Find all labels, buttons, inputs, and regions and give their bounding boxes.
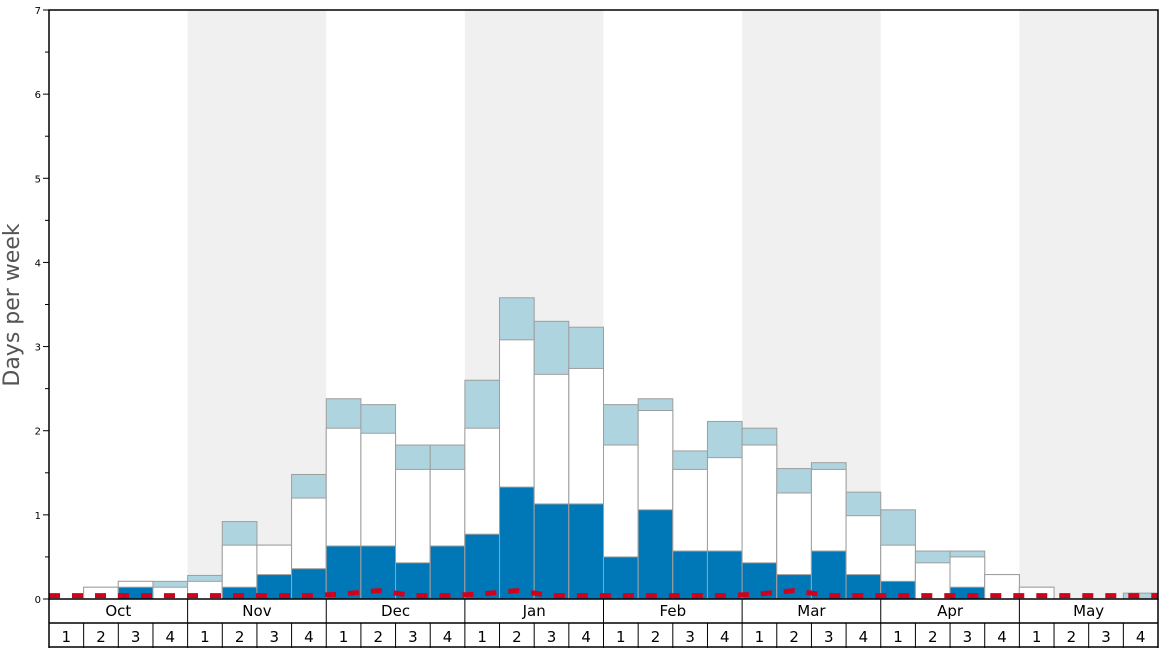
week-label: 1 (893, 628, 903, 646)
month-label: Jan (522, 602, 546, 620)
week-label: 2 (235, 628, 245, 646)
week-label: 2 (96, 628, 106, 646)
week-label: 2 (928, 628, 938, 646)
week-label: 2 (1067, 628, 1077, 646)
week-label: 4 (1136, 628, 1146, 646)
week-label: 1 (755, 628, 765, 646)
week-label: 2 (651, 628, 661, 646)
week-label: 1 (339, 628, 349, 646)
week-label: 4 (997, 628, 1007, 646)
week-label: 4 (443, 628, 453, 646)
bars (83, 297, 1159, 600)
week-label: 1 (616, 628, 626, 646)
bar-dark (845, 574, 882, 600)
month-label: May (1073, 602, 1104, 620)
week-label: 3 (547, 628, 557, 646)
bar-dark (325, 545, 362, 600)
week-label: 4 (720, 628, 730, 646)
week-label: 2 (512, 628, 522, 646)
month-shade (1019, 10, 1158, 599)
month-label: Oct (105, 602, 131, 620)
month-label: Apr (937, 602, 964, 620)
axis-labels: 0 1 2 3 4 5 6 7 Oct Nov Dec Jan Feb Mar Apr May 1 2 3 4 1 2 3 4… (35, 6, 1146, 646)
y-axis-label: Days per week (0, 223, 25, 386)
week-label: 3 (824, 628, 834, 646)
y-tick-label: 3 (35, 343, 41, 354)
week-label: 3 (685, 628, 695, 646)
week-label: 2 (789, 628, 799, 646)
week-label: 1 (200, 628, 210, 646)
bar-dark (568, 503, 604, 600)
bar-dark (706, 550, 743, 600)
week-label: 4 (304, 628, 314, 646)
average-line-path (49, 588, 1158, 599)
week-label: 2 (373, 628, 383, 646)
bar-dark (499, 486, 535, 600)
bar-dark (291, 568, 327, 600)
month-label: Nov (242, 602, 271, 620)
month-label: Feb (660, 602, 687, 620)
week-label: 3 (269, 628, 279, 646)
week-label: 4 (581, 628, 591, 646)
y-tick-label: 1 (35, 511, 41, 522)
average-line (49, 588, 1158, 599)
y-tick-label: 2 (35, 427, 41, 438)
week-label: 1 (477, 628, 487, 646)
week-label: 4 (859, 628, 869, 646)
week-label: 3 (131, 628, 141, 646)
y-tick-label: 6 (35, 90, 41, 101)
y-tick-label: 5 (35, 174, 41, 185)
week-label: 3 (963, 628, 973, 646)
bar-dark (533, 503, 570, 600)
y-tick-label: 4 (35, 258, 41, 269)
week-label: 3 (408, 628, 418, 646)
y-tick-label: 0 (35, 595, 41, 606)
week-label: 1 (1032, 628, 1042, 646)
bar-dark (603, 556, 639, 600)
month-label: Mar (797, 602, 826, 620)
y-tick-label: 7 (35, 6, 41, 17)
bar-dark (464, 533, 501, 600)
bar-dark (637, 509, 674, 600)
axes (43, 9, 1159, 648)
bar-dark (672, 550, 708, 600)
week-label: 4 (166, 628, 176, 646)
bar-dark (776, 574, 812, 600)
month-label: Dec (381, 602, 410, 620)
bar-dark (429, 545, 466, 600)
bar-dark (810, 550, 847, 600)
week-label: 3 (1101, 628, 1111, 646)
week-label: 1 (62, 628, 72, 646)
